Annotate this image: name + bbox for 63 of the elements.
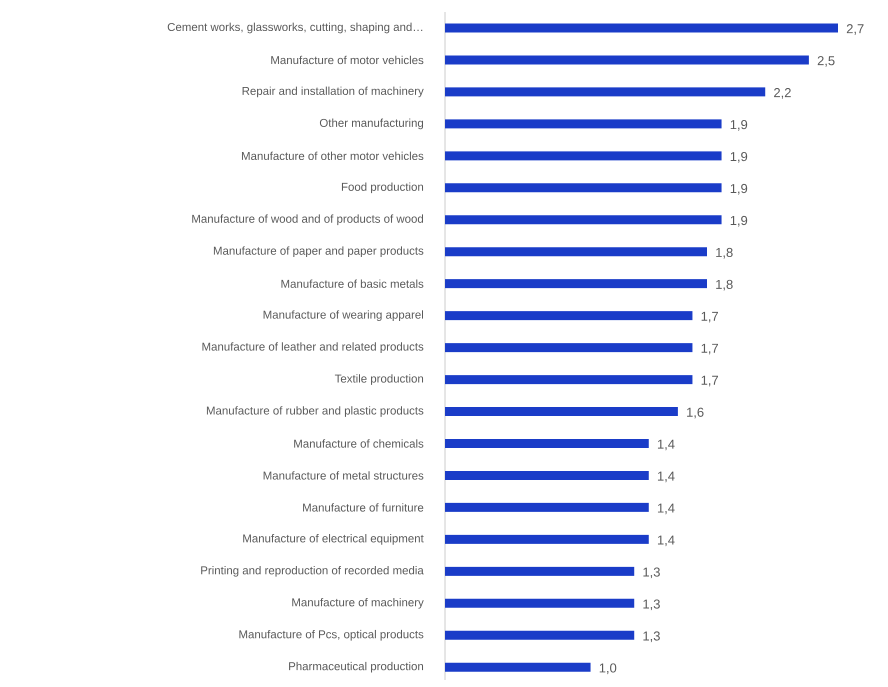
bar [445,23,838,32]
y-tick-label: Manufacture of rubber and plastic products [206,406,424,417]
y-tick-label: Manufacture of other motor vehicles [242,152,424,160]
bar [445,470,649,480]
data-label: 1,0 [600,663,616,674]
bar [445,119,722,128]
data-label: 1,6 [687,408,704,418]
y-tick-label: Manufacture of leather and related products [202,342,424,353]
y-tick-label: Manufacture of chemicals [294,439,424,448]
data-label: 2,2 [774,88,791,99]
data-label: 1,4 [658,472,675,482]
y-tick-label: Manufacture of basic metals [281,279,424,288]
y-tick-label: Manufacture of machinery [292,598,424,609]
bar [445,247,707,256]
y-tick-label: Manufacture of furniture [303,503,424,512]
y-tick-label: Repair and installation of machinery [242,86,424,98]
bar [445,87,766,96]
y-tick-label: Manufacture of Pcs, optical products [239,630,424,641]
data-label: 1,8 [716,280,733,291]
bar [445,151,722,160]
data-label: 1,7 [702,344,718,354]
y-tick-label: Manufacture of electrical equipment [243,534,424,545]
y-tick-label: Manufacture of wood and of products of wood [192,214,424,226]
data-label: 1,4 [658,536,675,546]
data-label: 1,4 [658,504,675,514]
bar [445,343,692,352]
data-label: 2,7 [846,24,864,35]
y-tick-label: Printing and reproduction of recorded media [201,566,424,577]
data-label: 1,3 [643,631,660,642]
y-tick-label: Pharmaceutical production [289,662,424,673]
bar [445,407,678,416]
data-label: 1,4 [658,440,675,450]
data-label: 1,9 [730,152,748,163]
bar [445,215,722,224]
y-tick-label: Cement works, glassworks, cutting, shaping and… [168,22,422,34]
data-label: 1,7 [702,312,718,322]
y-tick-label: Manufacture of wearing apparel [264,310,424,321]
bar [445,55,809,64]
data-label: 1,9 [730,120,748,131]
data-label: 2,5 [818,56,835,67]
data-label: 1,3 [643,599,660,610]
bar [445,375,692,384]
data-label: 1,9 [730,216,748,227]
bar [445,598,634,608]
bar [445,311,692,320]
data-label: 1,3 [643,567,660,578]
y-tick-label: Manufacture of metal structures [264,471,424,480]
bar [445,183,722,192]
data-label: 1,7 [702,376,718,386]
y-tick-label: Textile production [334,374,424,385]
y-tick-label: Manufacture of motor vehicles [271,56,424,64]
bar [445,662,591,672]
y-tick-label: Manufacture of paper and paper products [214,246,424,258]
bar [445,534,649,544]
bar [445,438,649,448]
data-label: 1,9 [730,184,748,195]
bar [445,566,634,576]
y-tick-label: Other manufacturing [320,118,424,130]
data-label: 1,8 [716,248,733,259]
bar [445,279,707,288]
bar [445,630,634,640]
y-tick-label: Food production [342,182,424,194]
bar [445,502,649,512]
